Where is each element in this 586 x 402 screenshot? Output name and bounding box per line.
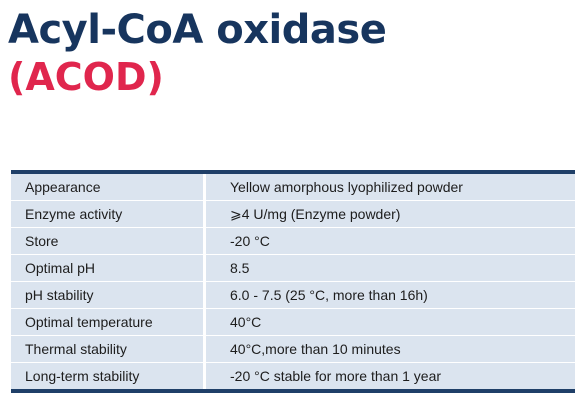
spec-value: 40°C bbox=[204, 308, 575, 336]
spec-label: Appearance bbox=[11, 172, 206, 201]
table-row: Thermal stability 40°C,more than 10 minu… bbox=[11, 335, 575, 363]
page-title: Acyl-CoA oxidase bbox=[8, 7, 387, 53]
page-subtitle: (ACOD) bbox=[8, 55, 164, 99]
spec-label: Long-term stability bbox=[11, 362, 206, 391]
table-row: Appearance Yellow amorphous lyophilized … bbox=[11, 172, 575, 201]
spec-value: -20 °C bbox=[204, 227, 575, 255]
spec-label: Optimal temperature bbox=[11, 308, 206, 336]
table-row: pH stability 6.0 - 7.5 (25 °C, more than… bbox=[11, 281, 575, 309]
spec-value: ⩾4 U/mg (Enzyme powder) bbox=[204, 200, 575, 228]
spec-label: pH stability bbox=[11, 281, 206, 309]
spec-table: Appearance Yellow amorphous lyophilized … bbox=[11, 170, 575, 393]
table-row: Long-term stability -20 °C stable for mo… bbox=[11, 362, 575, 391]
spec-label: Enzyme activity bbox=[11, 200, 206, 228]
table-row: Optimal temperature 40°C bbox=[11, 308, 575, 336]
spec-label: Thermal stability bbox=[11, 335, 206, 363]
spec-label: Store bbox=[11, 227, 206, 255]
spec-value: 40°C,more than 10 minutes bbox=[204, 335, 575, 363]
spec-value: Yellow amorphous lyophilized powder bbox=[204, 172, 575, 201]
spec-label: Optimal pH bbox=[11, 254, 206, 282]
table-row: Enzyme activity ⩾4 U/mg (Enzyme powder) bbox=[11, 200, 575, 228]
table-row: Store -20 °C bbox=[11, 227, 575, 255]
spec-value: -20 °C stable for more than 1 year bbox=[230, 368, 442, 384]
table-row: Optimal pH 8.5 bbox=[11, 254, 575, 282]
spec-value: 8.5 bbox=[204, 254, 575, 282]
spec-value: 6.0 - 7.5 (25 °C, more than 16h) bbox=[204, 281, 575, 309]
